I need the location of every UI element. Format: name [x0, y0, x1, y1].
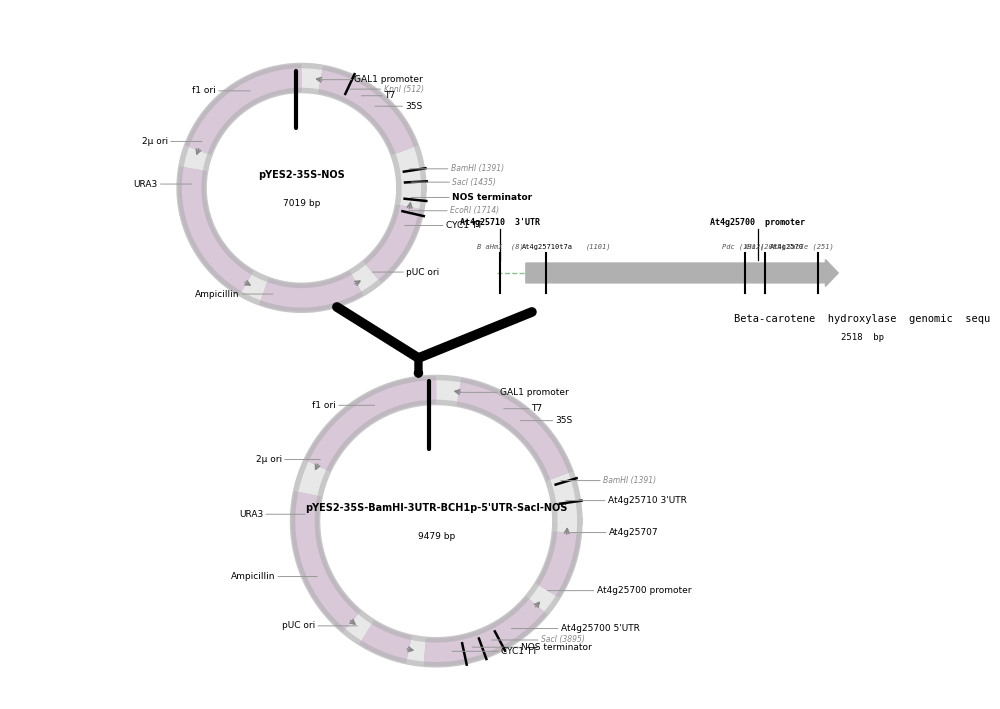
Text: XHa (2085): XHa (2085): [744, 244, 786, 250]
Text: Ampicillin: Ampicillin: [231, 572, 317, 581]
Text: Pdc (1912): Pdc (1912): [722, 244, 764, 250]
Text: At4g25700 promoter: At4g25700 promoter: [547, 586, 691, 595]
Text: At4g25700 5'UTR: At4g25700 5'UTR: [511, 624, 639, 633]
Text: At4g25710  3'UTR: At4g25710 3'UTR: [460, 218, 540, 227]
Text: pUC ori: pUC ori: [372, 267, 439, 277]
Text: At4g2570: At4g2570: [770, 245, 804, 250]
Text: NOS terminator: NOS terminator: [411, 193, 532, 202]
Text: EcoRI (1714): EcoRI (1714): [409, 206, 499, 216]
Text: BamHI (1391): BamHI (1391): [410, 164, 504, 173]
Text: At4g25700  promoter: At4g25700 promoter: [710, 218, 805, 227]
Text: T7: T7: [504, 404, 543, 413]
Text: SacI (1435): SacI (1435): [411, 178, 496, 186]
Text: 9479 bp: 9479 bp: [418, 532, 455, 541]
Text: 35S: 35S: [375, 101, 423, 111]
Text: BamHI (1391): BamHI (1391): [561, 476, 656, 485]
Text: 2μ ori: 2μ ori: [256, 455, 320, 464]
Text: CYC1 TT: CYC1 TT: [452, 647, 538, 656]
Text: T7: T7: [361, 91, 396, 100]
Text: SacI (3895): SacI (3895): [492, 635, 585, 644]
Text: Beta-carotene  hydroxylase  genomic  sequ: Beta-carotene hydroxylase genomic sequ: [734, 314, 990, 324]
Text: Ampicillin: Ampicillin: [195, 289, 273, 298]
Text: (1101): (1101): [586, 244, 612, 250]
Text: At4g25710t7a: At4g25710t7a: [522, 245, 573, 250]
Text: 2μ ori: 2μ ori: [142, 137, 202, 146]
Text: URA3: URA3: [239, 510, 305, 519]
Text: NOS terminator: NOS terminator: [472, 642, 592, 652]
Text: B aHmI  (8): B aHmI (8): [477, 244, 524, 250]
Text: GAL1 promoter: GAL1 promoter: [321, 75, 423, 84]
Text: 7019 bp: 7019 bp: [283, 199, 320, 208]
Text: GAL1 promoter: GAL1 promoter: [461, 388, 568, 397]
Text: URA3: URA3: [134, 179, 192, 189]
Text: pYES2-35S-BamHI-3UTR-BCH1p-5'UTR-SacI-NOS: pYES2-35S-BamHI-3UTR-BCH1p-5'UTR-SacI-NO…: [305, 503, 567, 513]
Text: f1 ori: f1 ori: [192, 86, 250, 95]
Text: pUC ori: pUC ori: [282, 621, 357, 630]
Text: 35S: 35S: [521, 416, 573, 425]
Text: f1 ori: f1 ori: [312, 401, 375, 410]
Text: At4g25710 3'UTR: At4g25710 3'UTR: [566, 496, 687, 505]
Text: KpnI (512): KpnI (512): [350, 84, 424, 94]
FancyArrow shape: [526, 259, 838, 286]
Text: 2518  bp: 2518 bp: [841, 333, 884, 342]
Text: CYC1 TT: CYC1 TT: [405, 221, 482, 230]
Text: At4g25707: At4g25707: [567, 528, 658, 537]
Text: SacIe (251): SacIe (251): [787, 244, 834, 250]
Text: pYES2-35S-NOS: pYES2-35S-NOS: [258, 170, 345, 180]
